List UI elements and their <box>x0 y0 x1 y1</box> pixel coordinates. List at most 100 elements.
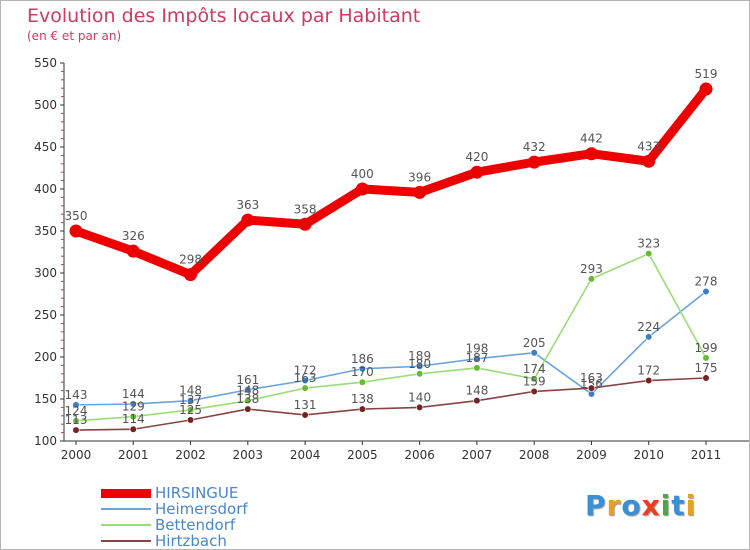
data-label: 148 <box>179 384 202 398</box>
data-label: 174 <box>523 362 546 376</box>
brand-logo: Proxiti <box>585 489 696 522</box>
legend-swatch <box>101 508 151 510</box>
data-label: 186 <box>351 352 374 366</box>
data-label: 293 <box>580 262 603 276</box>
y-tick-label: 100 <box>34 434 57 448</box>
legend-label: Hirtzbach <box>155 532 227 550</box>
x-tick-label: 2001 <box>118 448 149 462</box>
legend: HIRSINGUE Heimersdorf Bettendorf Hirtzbach <box>101 484 361 550</box>
data-label: 159 <box>523 374 546 388</box>
data-label: 113 <box>65 413 88 427</box>
legend-item: Hirtzbach <box>101 532 361 550</box>
data-label: 172 <box>637 364 660 378</box>
y-tick-label: 500 <box>34 98 57 112</box>
data-point <box>298 217 312 231</box>
data-point <box>645 250 653 258</box>
data-point <box>244 397 252 405</box>
data-label: 432 <box>523 140 546 154</box>
data-label: 442 <box>580 132 603 146</box>
data-label: 129 <box>122 400 145 414</box>
x-tick-label: 2011 <box>691 448 722 462</box>
data-label: 172 <box>294 364 317 378</box>
logo-letter: P <box>585 489 607 522</box>
logo-letter: i <box>660 489 672 522</box>
series-line-heimersdorf <box>75 290 707 406</box>
data-point <box>358 378 366 386</box>
logo-letter: o <box>621 489 642 522</box>
data-label: 396 <box>408 170 431 184</box>
legend-label: Bettendorf <box>155 516 236 534</box>
data-point <box>186 416 195 424</box>
logo-letter: r <box>606 489 622 522</box>
data-point <box>642 154 656 168</box>
data-label: 114 <box>122 412 145 426</box>
series-line-bettendorf <box>75 252 707 422</box>
data-point <box>473 364 481 372</box>
data-label: 433 <box>637 139 660 153</box>
data-point <box>645 333 653 341</box>
data-point <box>473 355 481 363</box>
data-label: 137 <box>179 393 202 407</box>
data-point <box>416 403 424 412</box>
x-tick-label: 2007 <box>462 448 493 462</box>
y-tick-label: 450 <box>34 140 57 154</box>
data-point <box>69 224 83 238</box>
data-point <box>473 397 481 405</box>
legend-swatch <box>101 540 151 542</box>
data-point <box>129 425 137 433</box>
data-point <box>587 275 596 283</box>
data-point <box>530 349 538 357</box>
x-tick-label: 2002 <box>175 448 206 462</box>
x-tick-label: 2006 <box>404 448 435 462</box>
x-tick-label: 2010 <box>633 448 664 462</box>
data-point <box>530 387 538 396</box>
data-label: 163 <box>580 371 603 385</box>
x-tick-label: 2004 <box>290 448 321 462</box>
series-line-hirsingue <box>71 84 711 280</box>
data-point <box>416 362 424 370</box>
data-point <box>527 155 541 169</box>
data-label: 323 <box>637 237 660 251</box>
data-label: 161 <box>236 373 259 387</box>
x-tick-label: 2000 <box>61 448 92 462</box>
data-point <box>241 213 255 227</box>
y-tick-label: 400 <box>34 182 57 196</box>
x-tick-label: 2003 <box>233 448 264 462</box>
data-point <box>126 244 140 258</box>
data-point <box>355 182 369 196</box>
data-label: 205 <box>523 336 546 350</box>
data-label: 124 <box>65 404 88 418</box>
data-label: 189 <box>408 349 431 363</box>
data-label: 148 <box>465 384 488 398</box>
data-label: 198 <box>465 342 488 356</box>
logo-letter: x <box>641 489 661 522</box>
legend-swatch <box>101 488 151 498</box>
data-point <box>530 375 538 383</box>
data-point <box>470 165 484 179</box>
data-label: 326 <box>122 229 145 243</box>
y-tick-label: 550 <box>34 56 57 70</box>
data-point <box>244 405 252 413</box>
x-tick-label: 2005 <box>347 448 378 462</box>
data-label: 224 <box>637 320 660 334</box>
data-label: 363 <box>236 198 259 212</box>
y-tick-label: 200 <box>34 350 57 364</box>
data-point <box>301 384 309 392</box>
data-label: 175 <box>695 361 718 375</box>
data-point <box>702 374 710 382</box>
data-point <box>301 376 309 385</box>
data-point <box>129 400 137 408</box>
data-point <box>358 405 366 413</box>
chart-title: Evolution des Impôts locaux par Habitant <box>27 5 421 27</box>
data-label: 163 <box>294 371 317 385</box>
data-label: 138 <box>236 392 259 406</box>
data-label: 298 <box>179 253 202 267</box>
data-label: 138 <box>351 392 374 406</box>
data-label: 170 <box>351 365 374 379</box>
data-point <box>244 386 252 394</box>
data-label: 180 <box>408 357 431 371</box>
data-point <box>186 397 195 405</box>
x-tick-label: 2008 <box>519 448 550 462</box>
